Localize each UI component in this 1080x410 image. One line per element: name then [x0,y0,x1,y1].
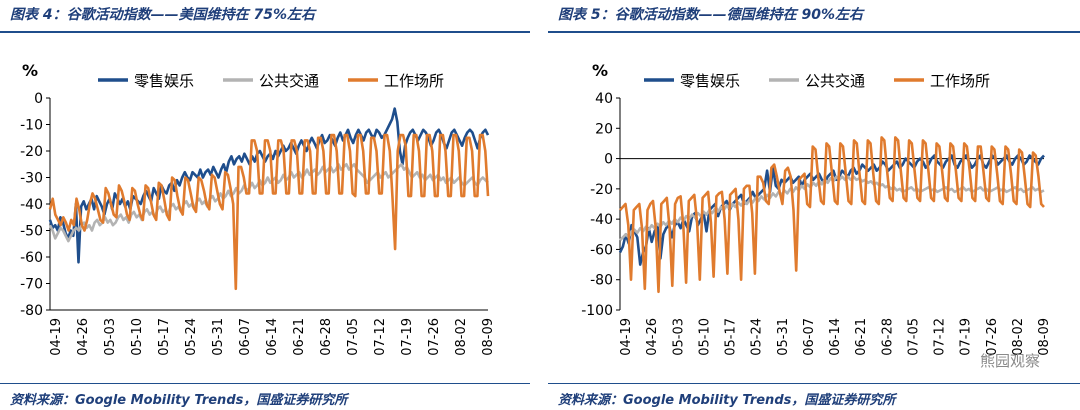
x-tick-label: 04-26 [645,318,660,356]
series-line [48,107,490,264]
x-tick-label: 07-26 [427,318,442,356]
chart-source: 资料来源：Google Mobility Trends，国盛证券研究所 [10,393,348,408]
line-chart-us: % 零售娱乐 公共交通 工作场所 0 -10 -20 -30 -40 -50 -60 -70 -80 04… [20,61,496,356]
bottom-rule [548,383,1080,384]
x-tick-label: 06-21 [854,318,869,356]
y-axis-unit-label: % [592,61,608,80]
x-tick-label: 07-12 [373,318,388,356]
y-tick-label: -10 [20,118,43,134]
x-tick-label: 06-21 [292,318,307,356]
chart-title: 图表 4：谷歌活动指数——美国维持在 75%左右 [10,7,315,23]
top-rule [548,31,1080,33]
x-tick-label: 07-12 [933,318,948,356]
legend-label: 零售娱乐 [680,72,740,90]
x-tick-label: 05-24 [750,318,765,356]
x-tick-label: 05-17 [724,318,739,356]
y-tick-label: -40 [590,212,613,228]
series-line [48,133,490,291]
x-tick-label: 06-28 [880,318,895,356]
x-tick-label: 06-07 [238,318,253,356]
x-tick-label: 07-19 [400,318,415,356]
line-chart-germany: % 零售娱乐 公共交通 工作场所 40 20 0 -20 -40 -60 -80 -100 04-19 0… [581,61,1052,356]
x-tick-label: 07-19 [959,318,974,356]
chart-panel-right: 图表 5：谷歌活动指数——德国维持在 90%左右 % 零售娱乐 公共交通 工作场所 40… [548,0,1080,410]
y-tick-label: -20 [20,144,43,160]
x-tick-label: 07-05 [906,318,921,356]
chart-source: 资料来源：Google Mobility Trends，国盛证券研究所 [558,393,896,408]
y-tick-label: -20 [590,182,613,198]
x-tick-label: 05-03 [103,318,118,356]
y-tick-label: 0 [604,152,613,168]
legend-label: 公共交通 [805,72,865,90]
x-tick-label: 05-17 [157,318,172,356]
x-tick-label: 07-26 [985,318,1000,356]
series-line [48,163,489,243]
x-tick-label: 04-19 [619,318,634,356]
legend-label: 零售娱乐 [134,72,194,90]
y-tick-label: 40 [595,91,613,107]
y-tick-label: -50 [20,224,43,240]
y-axis-unit-label: % [22,61,38,80]
y-tick-label: -40 [20,197,43,213]
x-tick-label: 07-05 [346,318,361,356]
y-tick-label: -80 [590,273,613,289]
x-tick-label: 06-14 [828,318,843,356]
x-tick-label: 06-07 [802,318,817,356]
x-tick-label: 05-31 [776,318,791,356]
x-tick-label: 04-26 [76,318,91,356]
legend-label: 工作场所 [384,72,444,90]
y-tick-label: -100 [581,303,613,319]
x-tick-label: 08-02 [1011,318,1026,356]
x-tick-label: 06-14 [265,318,280,356]
y-tick-label: -60 [590,242,613,258]
x-tick-label: 08-09 [1037,318,1052,356]
y-tick-label: -30 [20,171,43,187]
x-tick-label: 05-10 [697,318,712,356]
series-line [619,136,1045,294]
y-tick-label: -70 [20,277,43,293]
x-tick-label: 08-09 [481,318,496,356]
chart-panel-left: 图表 4：谷歌活动指数——美国维持在 75%左右 % 零售娱乐 公共交通 工作场所 0 -… [0,0,530,410]
legend-label: 公共交通 [259,72,319,90]
y-tick-label: -80 [20,303,43,319]
x-tick-label: 08-02 [454,318,469,356]
x-tick-label: 05-24 [184,318,199,356]
x-tick-label: 06-28 [319,318,334,356]
x-tick-label: 05-31 [211,318,226,356]
top-rule [0,31,530,33]
x-tick-label: 04-19 [49,318,64,356]
y-tick-label: 0 [34,91,43,107]
y-tick-label: 20 [595,121,613,137]
chart-title: 图表 5：谷歌活动指数——德国维持在 90%左右 [558,7,863,23]
x-tick-label: 05-03 [671,318,686,356]
bottom-rule [0,383,530,384]
y-tick-label: -60 [20,250,43,266]
legend-label: 工作场所 [930,72,990,90]
watermark: 熊园观察 [979,352,1040,370]
x-tick-label: 05-10 [130,318,145,356]
